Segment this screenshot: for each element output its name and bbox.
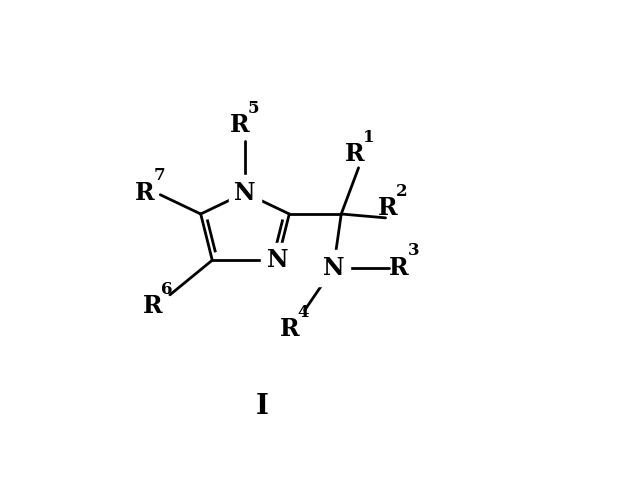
Text: N: N — [234, 181, 256, 205]
Text: 1: 1 — [363, 129, 375, 146]
Text: R: R — [280, 318, 299, 342]
Text: N: N — [323, 256, 344, 280]
Text: 5: 5 — [247, 100, 259, 117]
Text: R: R — [230, 114, 249, 138]
Text: I: I — [256, 393, 269, 420]
Text: 6: 6 — [161, 281, 173, 298]
Text: 3: 3 — [407, 242, 419, 260]
Text: R: R — [135, 181, 155, 205]
Text: R: R — [378, 196, 397, 220]
Text: R: R — [143, 294, 162, 318]
Text: 4: 4 — [298, 304, 309, 321]
Text: R: R — [389, 256, 409, 280]
Text: R: R — [345, 142, 365, 167]
Text: 2: 2 — [396, 183, 408, 200]
Text: N: N — [267, 248, 289, 272]
Text: 7: 7 — [154, 168, 165, 184]
